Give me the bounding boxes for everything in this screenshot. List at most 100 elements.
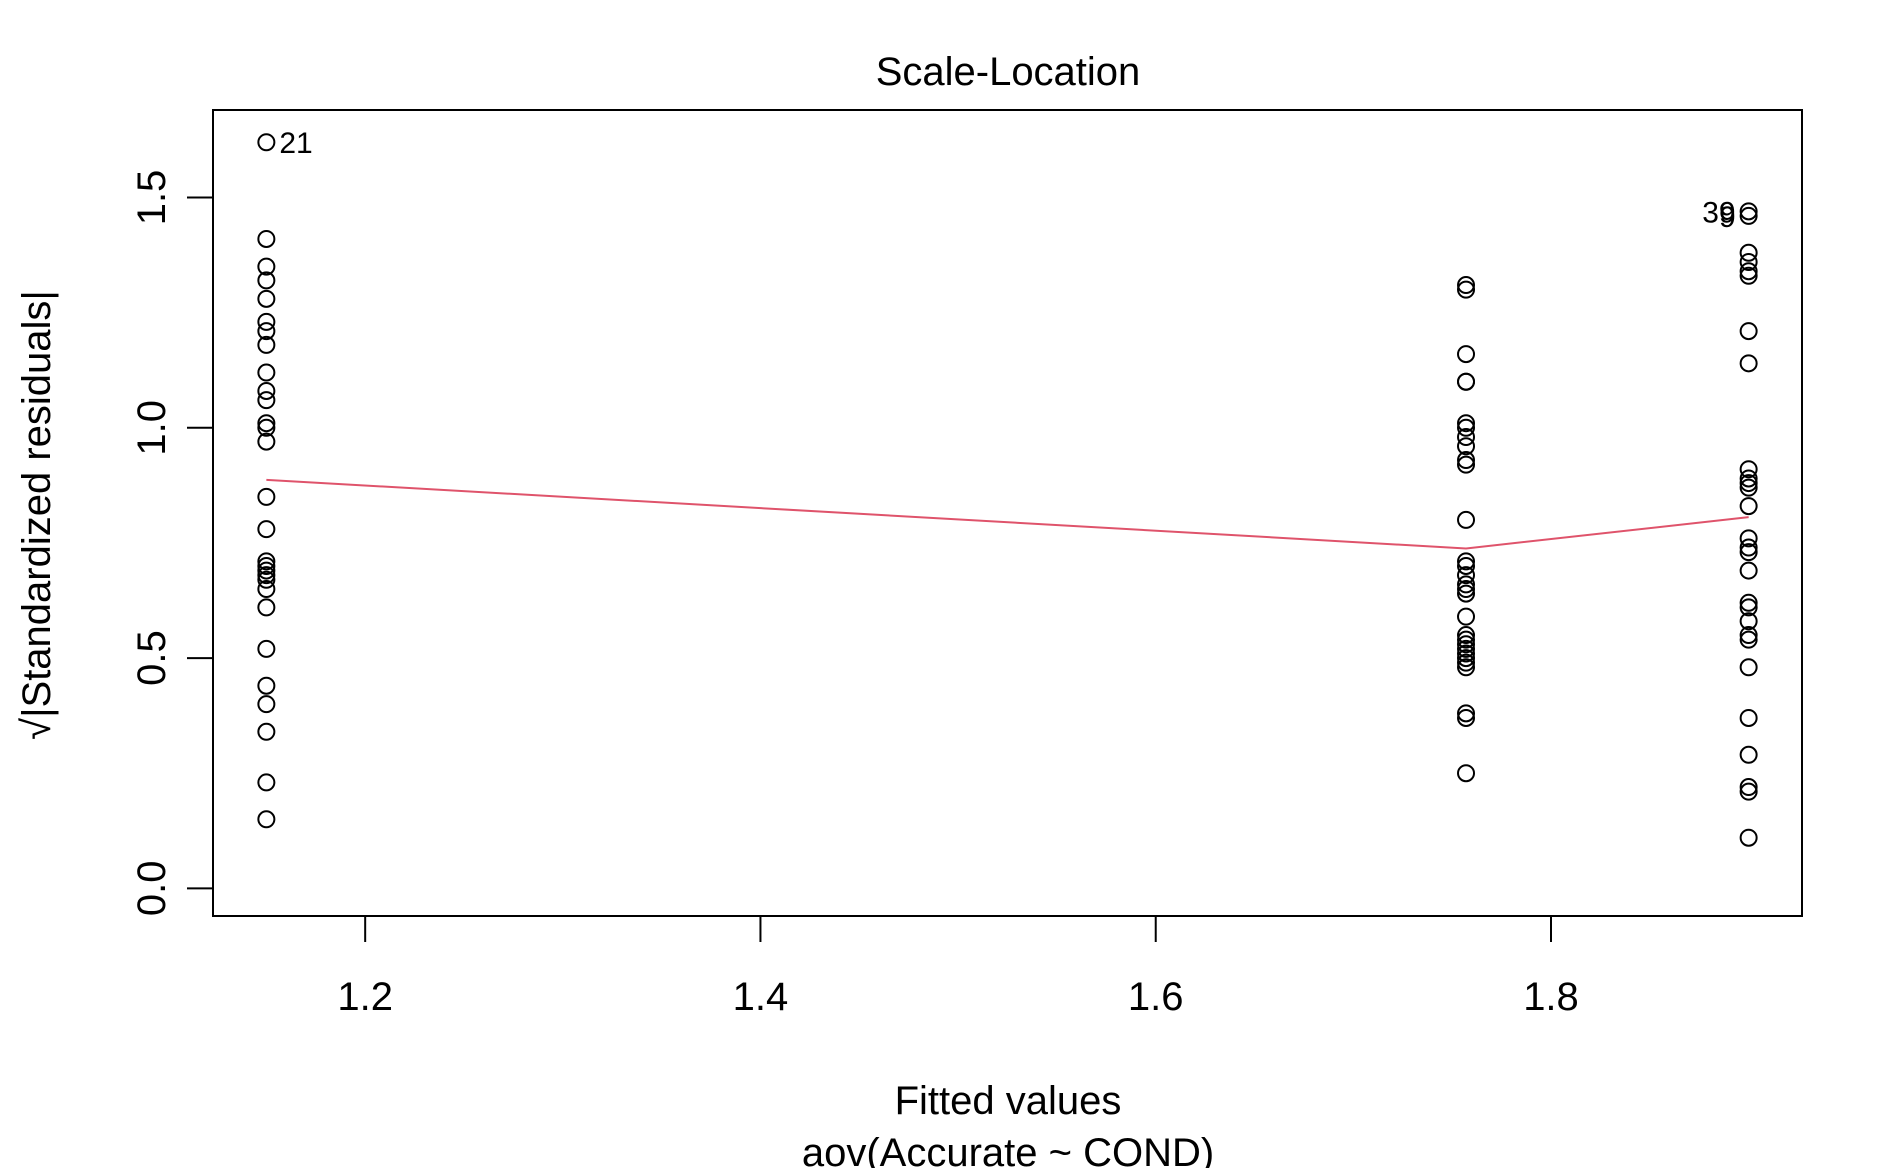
residual-point xyxy=(1457,607,1476,626)
residual-point xyxy=(1457,584,1476,603)
residual-point xyxy=(257,722,276,741)
x-axis: 1.2 1.4 1.6 1.8 xyxy=(337,915,1579,1019)
residual-point xyxy=(1457,764,1476,783)
residual-point xyxy=(1739,266,1758,285)
residual-point xyxy=(1739,243,1758,262)
residual-point xyxy=(1457,635,1476,654)
residual-point xyxy=(1457,418,1476,437)
residual-point xyxy=(1739,612,1758,631)
residual-point xyxy=(1739,262,1758,281)
point-labels: 21 399 xyxy=(279,127,1735,234)
residual-point xyxy=(1739,206,1758,225)
y-axis-title: √|Standardized residuals| xyxy=(15,290,59,740)
residual-point xyxy=(257,432,276,451)
residual-point xyxy=(1457,437,1476,456)
residual-point xyxy=(1457,280,1476,299)
residual-point xyxy=(1739,478,1758,497)
residual-point xyxy=(257,322,276,341)
residual-point xyxy=(1739,460,1758,479)
residual-point xyxy=(1457,510,1476,529)
residual-point xyxy=(1739,782,1758,801)
residual-point xyxy=(257,695,276,714)
residual-point xyxy=(1739,202,1758,221)
residual-point xyxy=(1457,626,1476,645)
residual-point xyxy=(1457,552,1476,571)
point-label: 21 xyxy=(279,127,312,160)
residual-point xyxy=(257,229,276,248)
residual-point xyxy=(257,133,276,152)
residual-point xyxy=(1457,575,1476,594)
residual-point xyxy=(1739,630,1758,649)
residual-point xyxy=(257,257,276,276)
chart-title: Scale-Location xyxy=(876,50,1141,94)
residual-point xyxy=(257,810,276,829)
residual-point xyxy=(257,561,276,580)
residual-point xyxy=(1739,354,1758,373)
y-tick-label: 0.5 xyxy=(130,630,174,686)
x-tick-label: 1.2 xyxy=(337,975,393,1019)
residual-point xyxy=(1739,828,1758,847)
residual-point xyxy=(257,271,276,290)
residual-point xyxy=(257,676,276,695)
residual-point xyxy=(1739,598,1758,617)
residual-point xyxy=(1739,529,1758,548)
residual-point xyxy=(257,556,276,575)
residual-point xyxy=(1739,708,1758,727)
residual-point xyxy=(1739,252,1758,271)
x-tick-label: 1.8 xyxy=(1523,975,1579,1019)
residual-point xyxy=(257,289,276,308)
residual-point xyxy=(257,552,276,571)
residual-point xyxy=(1739,626,1758,645)
point-label: 9 xyxy=(1719,201,1736,234)
residual-point xyxy=(257,566,276,585)
residual-point xyxy=(1457,708,1476,727)
residual-point xyxy=(1457,649,1476,668)
y-tick-label: 1.5 xyxy=(130,170,174,226)
residual-point xyxy=(1739,469,1758,488)
residual-point xyxy=(257,381,276,400)
residual-point xyxy=(1457,556,1476,575)
x-tick-label: 1.4 xyxy=(733,975,789,1019)
residual-point xyxy=(257,579,276,598)
residual-point xyxy=(1457,345,1476,364)
residual-point xyxy=(257,570,276,589)
y-axis: 0.0 0.5 1.0 1.5 xyxy=(130,170,214,917)
residual-point xyxy=(1739,778,1758,797)
residual-point xyxy=(257,391,276,410)
smoother-line xyxy=(266,478,1749,550)
x-axis-title: Fitted values xyxy=(895,1079,1122,1123)
residual-point xyxy=(257,487,276,506)
residual-point xyxy=(1457,276,1476,295)
residual-point xyxy=(1457,644,1476,663)
residual-point xyxy=(1739,538,1758,557)
residual-point xyxy=(257,335,276,354)
residual-point xyxy=(1739,593,1758,612)
residual-point xyxy=(1457,704,1476,723)
y-tick-label: 0.0 xyxy=(130,861,174,917)
residual-point xyxy=(257,418,276,437)
x-axis-subtitle: aov(Accurate ~ COND) xyxy=(802,1131,1214,1168)
residual-point xyxy=(1739,745,1758,764)
residual-point xyxy=(1457,451,1476,470)
residual-point xyxy=(257,414,276,433)
residual-point xyxy=(1457,566,1476,585)
residual-point xyxy=(1457,579,1476,598)
residual-point xyxy=(1739,658,1758,677)
residual-point xyxy=(257,520,276,539)
residual-point xyxy=(257,598,276,617)
residual-point xyxy=(257,773,276,792)
plot-frame xyxy=(212,109,1803,917)
residual-point xyxy=(1739,561,1758,580)
residual-point xyxy=(257,312,276,331)
residual-point xyxy=(1457,455,1476,474)
residual-point xyxy=(1457,414,1476,433)
residual-point xyxy=(1457,658,1476,677)
residual-point xyxy=(1457,653,1476,672)
residual-point xyxy=(257,363,276,382)
residual-point xyxy=(1457,428,1476,447)
residual-point xyxy=(1739,543,1758,562)
point-label: 39 xyxy=(1702,196,1735,229)
residual-point xyxy=(257,639,276,658)
residual-point xyxy=(1739,497,1758,516)
